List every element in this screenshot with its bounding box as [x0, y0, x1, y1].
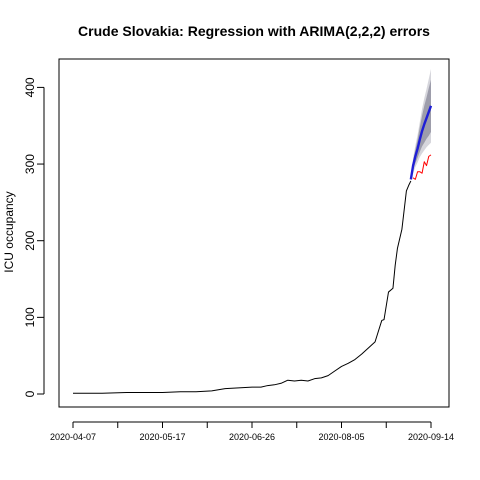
- y-tick-label: 200: [23, 230, 37, 250]
- series-line-observed: [73, 180, 412, 394]
- y-axis-label: ICU occupancy: [2, 191, 16, 272]
- chart-title: Crude Slovakia: Regression with ARIMA(2,…: [78, 23, 430, 39]
- y-tick-label: 400: [23, 77, 37, 97]
- x-tick-label: 2020-09-14: [408, 432, 454, 442]
- plot-area: 0 100 200 300 400 2020-04-07 2020-05-17 2020-06…: [23, 58, 454, 442]
- x-tick-label: 2020-06-26: [229, 432, 275, 442]
- y-tick-label: 100: [23, 307, 37, 327]
- x-tick-label: 2020-05-17: [139, 432, 185, 442]
- x-tick-label: 2020-04-07: [50, 432, 96, 442]
- plot-frame: [58, 58, 450, 408]
- x-tick-label: 2020-08-05: [318, 432, 364, 442]
- y-tick-label: 300: [23, 154, 37, 174]
- y-tick-label: 0: [23, 390, 37, 397]
- series-line-forecast: [409, 105, 433, 180]
- series-line-actual: [412, 154, 432, 180]
